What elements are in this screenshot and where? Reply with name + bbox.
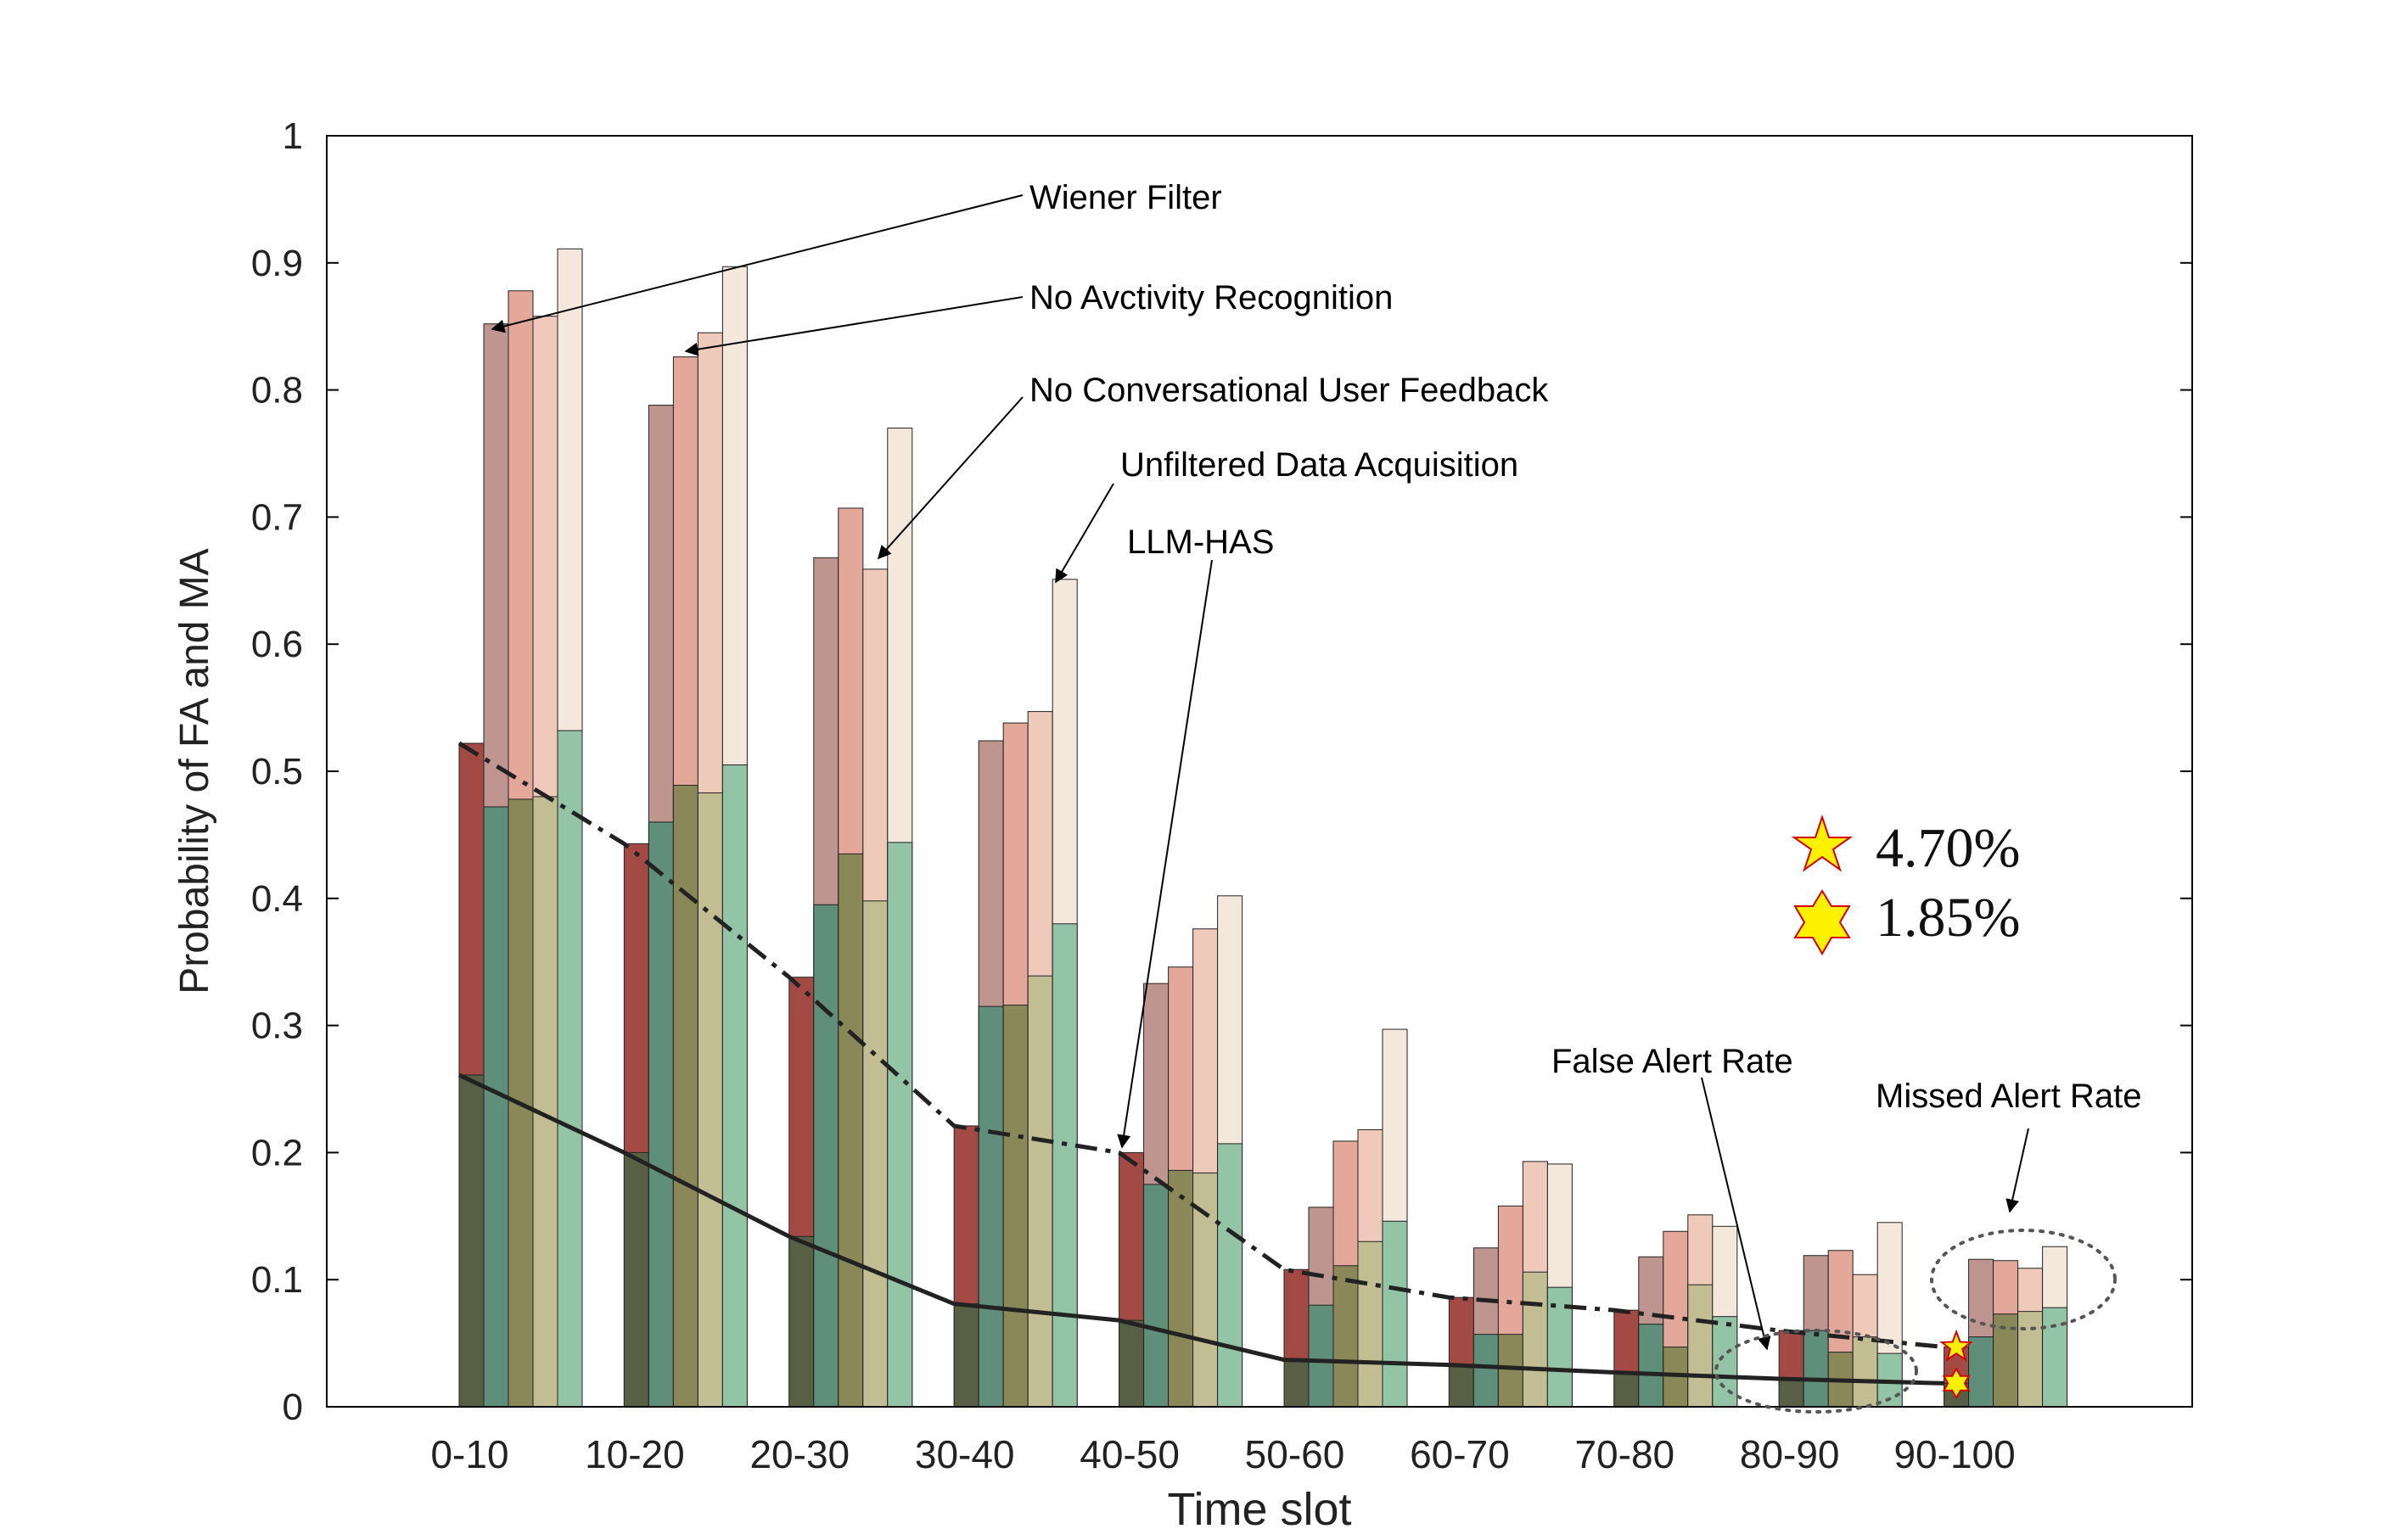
bar-missed-alert [1448, 1364, 1474, 1408]
bar-missed-alert [648, 821, 674, 1408]
star-legend: 4.70% 1.85% [1791, 814, 2020, 955]
arrow-false-alert-rate [1701, 1077, 1771, 1351]
missed-alert-trend-line [457, 1072, 1944, 1386]
bar-missed-alert [978, 1005, 1004, 1408]
bar-missed-alert [1382, 1220, 1408, 1408]
label-missed-alert-rate: Missed Alert Rate [1876, 1078, 2141, 1115]
y-tick-label: 1 [283, 115, 303, 157]
x-tick-label: 0-10 [430, 1432, 508, 1476]
bar-missed-alert [1712, 1316, 1738, 1408]
missed-alert-ellipse [1930, 1229, 2117, 1330]
bar-missed-alert [532, 796, 558, 1408]
y-tick-label: 0 [283, 1386, 303, 1428]
y-axis-label: Probability of FA and MA [172, 548, 217, 994]
bar-missed-alert [483, 806, 509, 1408]
y-tick-label: 0.7 [251, 496, 303, 538]
bar-missed-alert [788, 1235, 815, 1408]
y-ticks: 0 0.1 0.2 0.3 0.4 0.5 0.6 0.7 0.8 0.9 1 [251, 115, 2192, 1428]
arrow-llm-has [1117, 559, 1213, 1149]
y-tick-label: 0.5 [251, 751, 303, 792]
label-unfiltered-data: Unfiltered Data Acquisition [1120, 446, 1518, 484]
bar-missed-alert [1638, 1324, 1664, 1408]
bar-missed-alert [1332, 1265, 1359, 1408]
bar-missed-alert [1119, 1319, 1145, 1408]
bar-missed-alert [1497, 1334, 1523, 1408]
bar-missed-alert [557, 730, 583, 1408]
label-no-conversational-feedback: No Conversational User Feedback [1029, 372, 1549, 409]
star-label-fa: 4.70% [1876, 817, 2020, 879]
star-icon-fa [1791, 814, 1854, 872]
star-marker-missed-alert [1942, 1367, 1971, 1400]
bar-missed-alert [1613, 1372, 1640, 1408]
bar-missed-alert [1052, 923, 1078, 1408]
label-no-activity-recognition: No Avctivity Recognition [1029, 279, 1393, 316]
bar-missed-alert [1852, 1336, 1878, 1408]
bar-missed-alert [1168, 1169, 1194, 1408]
x-tick-label: 10-20 [585, 1432, 685, 1476]
plot-frame [326, 135, 2193, 1408]
y-tick-label: 0.3 [251, 1005, 303, 1047]
arrow-wiener-filter [491, 194, 1024, 333]
star-label-ma: 1.85% [1876, 887, 2020, 949]
bar-missed-alert [1027, 975, 1053, 1408]
x-tick-label: 90-100 [1893, 1432, 2015, 1476]
bar-missed-alert [1778, 1378, 1804, 1408]
bar-missed-alert [1308, 1304, 1334, 1408]
false-alert-ellipse [1714, 1329, 1918, 1414]
bar-missed-alert [1687, 1284, 1714, 1408]
bar-missed-alert [953, 1303, 979, 1408]
star-icon-ma [1793, 889, 1851, 955]
bar-missed-alert [697, 792, 723, 1408]
label-wiener-filter: Wiener Filter [1029, 179, 1222, 216]
x-tick-label: 20-30 [749, 1432, 850, 1476]
false-alert-trend-line [457, 741, 1944, 1350]
arrow-no-conversational-feedback [877, 396, 1024, 560]
highlight-markers [1939, 1329, 1973, 1400]
bars [458, 248, 2068, 1408]
star-marker-false-alert [1939, 1329, 1973, 1362]
plot-area [327, 136, 2192, 1407]
y-tick-label: 0.9 [251, 243, 303, 284]
y-tick-label: 0.6 [251, 624, 303, 665]
bar-missed-alert [813, 904, 839, 1408]
label-false-alert-rate: False Alert Rate [1551, 1043, 1793, 1080]
bar-missed-alert [1283, 1359, 1310, 1408]
bar-missed-alert [672, 784, 698, 1408]
bar-missed-alert [1143, 1184, 1170, 1408]
bar-missed-alert [887, 842, 913, 1408]
bar-missed-alert [1522, 1271, 1548, 1408]
x-tick-label: 60-70 [1410, 1432, 1510, 1476]
y-tick-label: 0.2 [251, 1132, 303, 1173]
y-tick-label: 0.8 [251, 370, 303, 412]
bar-missed-alert [623, 1151, 649, 1408]
arrow-no-activity-recognition [684, 296, 1024, 356]
x-axis-label: Time slot [1167, 1484, 1351, 1535]
x-tick-label: 80-90 [1740, 1432, 1840, 1476]
bar-missed-alert [1472, 1334, 1499, 1408]
bar-missed-alert [838, 853, 864, 1408]
bar-missed-alert [2017, 1311, 2044, 1408]
x-tick-label: 30-40 [915, 1432, 1015, 1476]
bar-missed-alert [862, 900, 889, 1408]
bar-missed-alert [1357, 1240, 1383, 1408]
label-llm-has: LLM-HAS [1127, 524, 1274, 561]
annotations: Wiener Filter No Avctivity Recognition N… [491, 179, 2141, 1414]
arrow-unfiltered-data [1055, 483, 1114, 584]
trend-lines [457, 741, 1944, 1386]
arrow-missed-alert-rate [2005, 1128, 2029, 1213]
x-tick-label: 50-60 [1245, 1432, 1345, 1476]
bar-missed-alert [1002, 1005, 1029, 1408]
bar-missed-alert [1217, 1143, 1243, 1408]
x-tick-labels: 0-10 10-20 20-30 30-40 40-50 50-60 60-70 70-80 8… [430, 1432, 2015, 1476]
bar-missed-alert [721, 764, 748, 1408]
y-tick-label: 0.4 [251, 878, 303, 920]
x-tick-label: 40-50 [1080, 1432, 1180, 1476]
bar-missed-alert [458, 1074, 485, 1408]
y-tick-label: 0.1 [251, 1259, 303, 1301]
bar-missed-alert [1803, 1330, 1829, 1408]
bar-missed-alert [1968, 1336, 1994, 1408]
x-tick-label: 70-80 [1574, 1432, 1674, 1476]
